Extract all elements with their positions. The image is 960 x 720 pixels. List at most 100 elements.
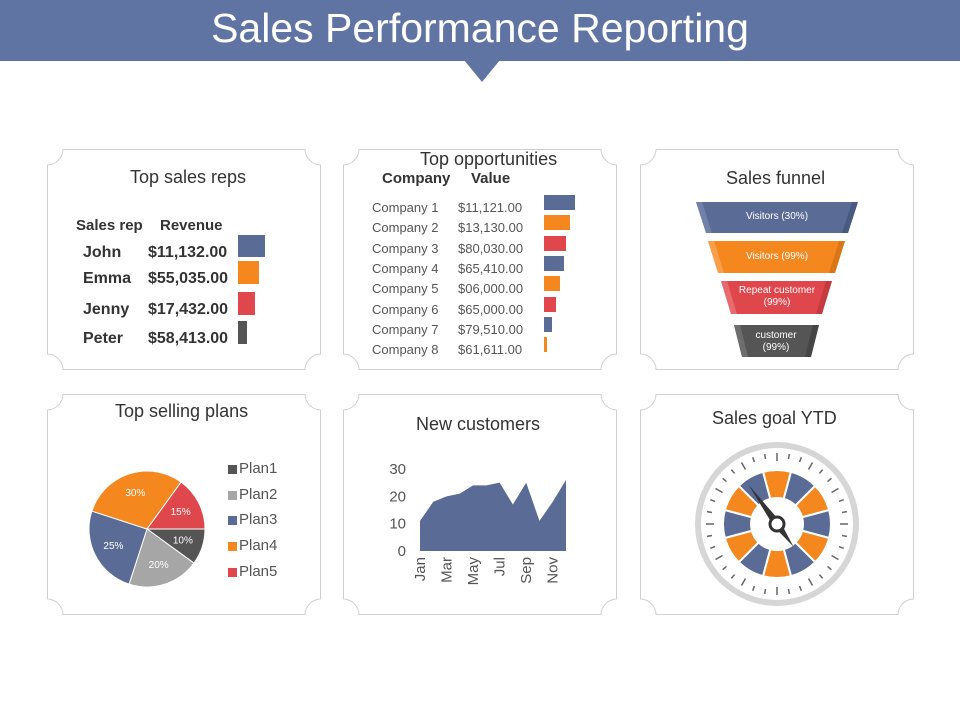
funnel-stage-2 [708,241,845,273]
gauge-tick [752,457,756,463]
x-tick-label: Nov [545,557,562,584]
funnel-label-1: Visitors (30%) [745,211,809,222]
opportunity-bar [544,337,547,353]
pie-slice-plan2 [128,528,195,588]
pie-slice-plan3 [88,510,148,585]
gauge-tick [763,453,767,460]
panel-top-sales-reps: Top sales reps Sales rep Revenue John $11… [47,149,321,370]
legend-label-plan3: Plan3 [239,511,278,529]
pie-label: 30% [125,488,145,499]
rep-bar [238,292,255,315]
opportunity-value: $65,410.00 [458,260,524,276]
gauge-tick [831,487,839,494]
panel-title: Top opportunities [420,149,558,169]
gauge-tick [715,487,723,494]
panel-sales-funnel: Sales funnel Visitors (30%) Visitors (99… [640,149,914,370]
gauge-tick [807,578,814,586]
y-tick-label: 20 [389,488,406,505]
gauge-tick [787,588,791,595]
rep-name: Jenny [83,301,130,318]
gauge-tick [818,469,824,474]
opportunity-bar [544,215,570,231]
gauge-tick [807,462,814,470]
funnel-label-4: customer (99%) [755,330,797,353]
panel-title: Top sales reps [130,167,247,187]
gauge-segment [737,470,772,508]
gauge-tick [838,499,844,503]
gauge-tick [740,462,747,470]
pie-label: 15% [171,507,191,518]
pie-chart: 10% 20% 25% 30% 15% [88,470,206,588]
legend-label-plan4: Plan4 [239,537,278,555]
gauge-tick [740,578,747,586]
gauge-needle [748,485,794,547]
rep-name: Emma [83,270,132,287]
gauge-tick [787,453,791,460]
rep-revenue: $58,413.00 [148,330,229,347]
opportunity-bar [544,276,560,292]
area-series [420,479,566,551]
x-tick-label: May [465,557,482,586]
x-tick-label: Jan [412,557,429,581]
panel-frame [343,394,617,615]
funnel-stage-4 [734,325,819,357]
funnel-stage-1 [696,202,858,233]
rep-bar [238,235,265,257]
legend-swatch [228,490,237,500]
opportunity-company: Company 8 [372,342,439,358]
gauge-tick [730,469,736,474]
x-tick-label: Sep [518,557,535,584]
gauge-tick [831,554,839,561]
panel-title: Top selling plans [115,401,249,421]
gauge-tick [722,477,727,483]
gauge-tick [827,565,832,571]
area-chart: 0 10 20 30 Jan Mar May Jul Sep Nov [389,461,566,586]
panel-title: New customers [416,414,541,434]
legend-label-plan5: Plan5 [239,562,278,580]
gauge-tick [763,588,767,595]
opportunity-company: Company 5 [372,281,439,297]
gauge-tick [798,585,802,591]
legend-swatch [228,516,237,526]
opportunity-value: $80,030.00 [458,240,524,256]
opportunity-company: Company 6 [372,301,439,317]
pie-slice-plan4 [91,470,182,530]
x-tick-label: Jul [492,557,509,576]
legend-swatch [228,465,237,474]
opportunity-value: $06,000.00 [458,281,524,297]
col-header-revenue: Revenue [160,217,223,234]
panel-title: Sales goal YTD [712,408,837,428]
panel-top-selling-plans: Top selling plans 10% 20% 25% 30% 15% Plan1 P… [47,394,321,615]
header-banner [0,0,960,61]
legend-label-plan1: Plan1 [239,460,278,477]
panel-new-customers: New customers 0 10 20 30 Jan Mar May Jul Sep Nov [343,394,617,615]
opportunity-company: Company 3 [372,240,439,256]
gauge-tick [818,574,824,579]
rep-name: Peter [83,330,124,347]
opportunity-value: $61,611.00 [458,342,523,358]
col-header-company: Company [382,170,451,187]
rep-revenue: $17,432.00 [148,301,229,318]
gauge-tick [798,457,802,463]
gauge-tick [838,545,844,549]
funnel-stage-3 [721,281,832,314]
col-header-sales-rep: Sales rep [76,217,143,234]
opportunity-value: $13,130.00 [458,220,524,236]
panel-title: Sales funnel [726,168,826,188]
opportunity-value: $11,121.00 [458,200,523,215]
rep-revenue: $11,132.00 [148,244,228,261]
rep-bar [238,261,259,284]
opportunity-bar [544,296,556,312]
panel-top-opportunities: Top opportunities Company Value Company … [343,149,617,370]
gauge-tick [841,534,848,538]
opportunity-company: Company 7 [372,321,439,337]
opportunity-bar [544,255,564,271]
gauge-tick [827,477,832,483]
opportunity-value: $65,000.00 [458,301,524,317]
opportunity-company: Company 4 [372,260,439,276]
opportunity-bar [544,316,552,332]
panel-frame [47,394,321,615]
y-tick-label: 30 [389,461,406,478]
pie-label: 25% [103,541,123,552]
gauge-tick [706,534,713,538]
